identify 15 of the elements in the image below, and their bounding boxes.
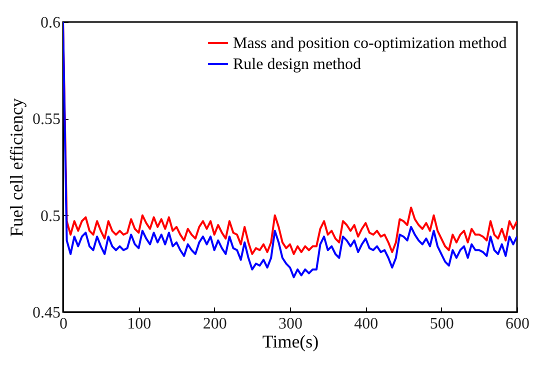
y-axis-title: Fuel cell efficiency xyxy=(6,98,26,237)
legend-label: Mass and position co-optimization method xyxy=(233,35,507,52)
x-axis-title: Time(s) xyxy=(262,332,319,352)
y-tick-label: 0.6 xyxy=(40,14,60,32)
y-tick-label: 0.5 xyxy=(40,208,60,225)
x-tick-label: 300 xyxy=(278,316,302,332)
x-tick-label: 600 xyxy=(506,316,530,332)
x-tick-label: 400 xyxy=(354,316,378,332)
x-tick-label: 100 xyxy=(127,316,152,332)
y-tick-label: 0.45 xyxy=(32,304,60,322)
legend-label: Rule design method xyxy=(233,56,361,73)
x-tick-label: 200 xyxy=(202,316,227,332)
y-tick-label: 0.55 xyxy=(32,111,60,128)
x-tick-label: 500 xyxy=(430,316,454,332)
x-tick-label: 0 xyxy=(60,316,68,332)
